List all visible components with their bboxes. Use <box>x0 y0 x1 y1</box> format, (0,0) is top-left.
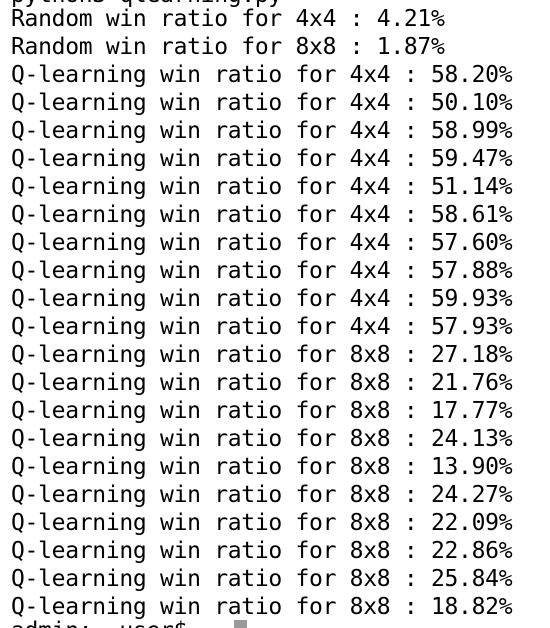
output-line: Random win ratio for 4x4 : 4.21% <box>11 6 445 32</box>
output-line: Q-learning win ratio for 8x8 : 24.27% <box>11 482 513 508</box>
output-line: Q-learning win ratio for 4x4 : 51.14% <box>11 174 513 200</box>
output-line: Q-learning win ratio for 4x4 : 58.61% <box>11 202 513 228</box>
output-line: Q-learning win ratio for 4x4 : 57.88% <box>11 258 513 284</box>
output-line: Q-learning win ratio for 4x4 : 59.47% <box>11 146 513 172</box>
output-line: Q-learning win ratio for 4x4 : 50.10% <box>11 90 513 116</box>
output-line: Q-learning win ratio for 4x4 : 57.60% <box>11 230 513 256</box>
output-line: Q-learning win ratio for 4x4 : 59.93% <box>11 286 513 312</box>
command-line-partial: python3 qlearning.py <box>11 0 282 9</box>
output-line: Q-learning win ratio for 4x4 : 58.99% <box>11 118 513 144</box>
output-line: Q-learning win ratio for 8x8 : 18.82% <box>11 594 513 620</box>
output-line: Q-learning win ratio for 4x4 : 58.20% <box>11 62 513 88</box>
output-line: Random win ratio for 8x8 : 1.87% <box>11 34 445 60</box>
text-cursor <box>234 620 247 628</box>
output-line: Q-learning win ratio for 8x8 : 17.77% <box>11 398 513 424</box>
output-line: Q-learning win ratio for 8x8 : 22.86% <box>11 538 513 564</box>
output-line: Q-learning win ratio for 8x8 : 22.09% <box>11 510 513 536</box>
output-line: Q-learning win ratio for 8x8 : 25.84% <box>11 566 513 592</box>
output-line: Q-learning win ratio for 8x8 : 24.13% <box>11 426 513 452</box>
shell-prompt: admin:~ user$ <box>11 617 201 628</box>
output-line: Q-learning win ratio for 8x8 : 27.18% <box>11 342 513 368</box>
output-line: Q-learning win ratio for 8x8 : 21.76% <box>11 370 513 396</box>
output-line: Q-learning win ratio for 8x8 : 13.90% <box>11 454 513 480</box>
output-line: Q-learning win ratio for 4x4 : 57.93% <box>11 314 513 340</box>
